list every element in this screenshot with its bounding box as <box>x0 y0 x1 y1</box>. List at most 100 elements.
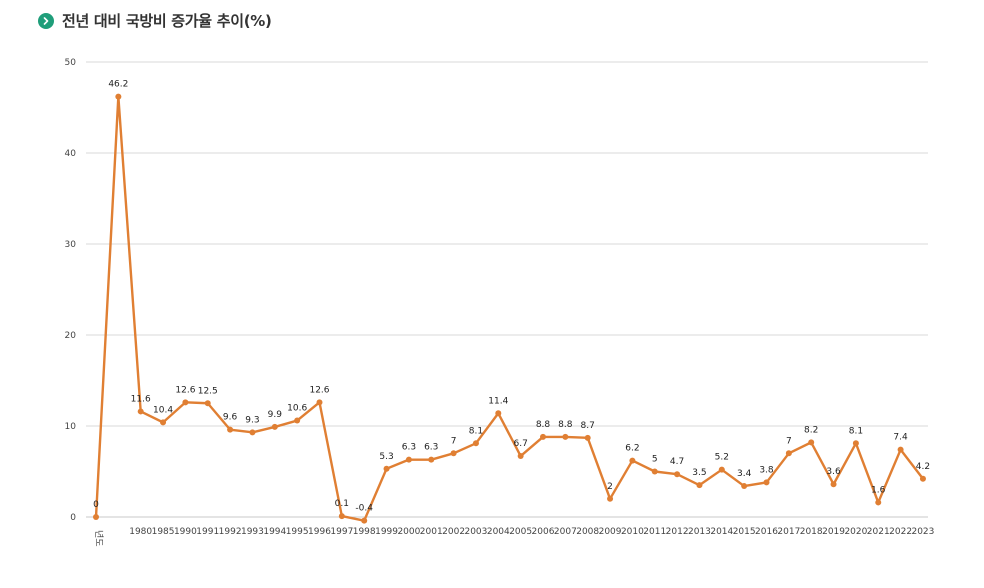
data-point-17 <box>472 440 479 447</box>
data-point-20 <box>540 433 546 440</box>
data-label-16: 7 <box>451 436 457 446</box>
y-tick-label-40: 40 <box>65 149 77 159</box>
x-tick-label-14: 2000 <box>397 527 420 537</box>
data-point-2 <box>137 408 144 415</box>
data-point-4 <box>182 399 189 406</box>
data-point-8 <box>271 423 278 430</box>
data-point-9 <box>294 417 301 424</box>
data-point-32 <box>808 439 815 446</box>
x-tick-label-21: 2007 <box>554 527 577 537</box>
data-label-0: 0 <box>93 500 99 510</box>
data-point-18 <box>495 410 502 417</box>
data-label-22: 8.7 <box>581 421 595 431</box>
data-point-30 <box>763 479 770 486</box>
data-label-10: 12.6 <box>309 385 329 395</box>
series-line <box>94 95 924 522</box>
x-tick-label-7: 1993 <box>241 527 264 537</box>
x-tick-label-4: 1990 <box>174 527 197 537</box>
data-label-31: 7 <box>786 436 792 446</box>
data-point-34 <box>852 440 859 447</box>
data-point-29 <box>741 483 748 490</box>
x-tick-label-19: 2005 <box>509 527 532 537</box>
data-label-33: 3.6 <box>826 467 841 477</box>
data-label-29: 3.4 <box>737 469 752 479</box>
x-tick-label-12: 1998 <box>353 527 376 537</box>
chart-header: 전년 대비 국방비 증가율 추이(%) <box>38 10 272 31</box>
data-label-36: 7.4 <box>893 433 908 443</box>
data-point-7 <box>249 429 256 436</box>
x-tick-label-23: 2009 <box>599 527 622 537</box>
data-label-6: 9.6 <box>223 413 238 423</box>
x-tick-label-31: 2017 <box>777 527 800 537</box>
x-tick-label-8: 1994 <box>263 527 286 537</box>
data-point-12 <box>361 517 368 524</box>
x-tick-label-24: 2010 <box>621 527 644 537</box>
data-point-37 <box>919 475 926 482</box>
data-label-27: 3.5 <box>692 468 706 478</box>
data-label-37: 4.2 <box>916 462 930 472</box>
data-label-18: 11.4 <box>488 396 508 406</box>
data-point-19 <box>517 453 524 460</box>
data-point-14 <box>405 456 412 463</box>
y-tick-label-30: 30 <box>65 240 77 250</box>
x-tick-label-30: 2016 <box>755 527 778 537</box>
y-tick-label-20: 20 <box>65 331 77 341</box>
x-tick-label-34: 2020 <box>844 527 867 537</box>
x-tick-label-17: 2003 <box>464 527 487 537</box>
data-label-15: 6.3 <box>424 443 438 453</box>
x-tick-label-10: 1996 <box>308 527 331 537</box>
data-label-13: 5.3 <box>379 452 393 462</box>
data-label-21: 8.8 <box>558 420 573 430</box>
data-point-22 <box>584 434 591 441</box>
chevron-right-icon <box>38 12 54 29</box>
data-point-3 <box>160 419 167 426</box>
x-tick-label-33: 2019 <box>822 527 845 537</box>
x-tick-label-22: 2008 <box>576 527 599 537</box>
x-tick-label-11: 1997 <box>330 527 353 537</box>
x-tick-label-28: 2014 <box>710 527 733 537</box>
data-label-12: -0.4 <box>355 504 373 514</box>
data-point-33 <box>830 481 837 488</box>
data-label-23: 2 <box>607 482 613 492</box>
data-point-0 <box>93 514 99 520</box>
x-tick-label-16: 2002 <box>442 527 465 537</box>
y-tick-label-50: 50 <box>65 58 77 68</box>
data-point-23 <box>607 495 614 502</box>
x-tick-label-29: 2015 <box>733 527 756 537</box>
x-tick-label-3: 1985 <box>152 527 175 537</box>
data-point-5 <box>204 400 211 407</box>
x-tick-label-32: 2018 <box>800 527 823 537</box>
data-point-24 <box>629 457 636 464</box>
data-label-2: 11.6 <box>131 394 151 404</box>
data-label-7: 9.3 <box>245 415 259 425</box>
data-point-25 <box>651 468 658 475</box>
data-point-26 <box>674 471 681 478</box>
data-label-34: 8.1 <box>849 426 863 436</box>
data-label-24: 6.2 <box>625 444 639 454</box>
data-label-25: 5 <box>652 455 658 465</box>
x-tick-label-9: 1995 <box>286 527 309 537</box>
y-tick-label-10: 10 <box>65 422 77 432</box>
x-tick-label-37: 2023 <box>911 527 934 537</box>
x-tick-label-36: 2022 <box>889 527 912 537</box>
x-tick-label-13: 1999 <box>375 527 398 537</box>
data-point-21 <box>562 433 569 440</box>
data-label-19: 6.7 <box>513 439 527 449</box>
data-label-30: 3.8 <box>759 465 774 475</box>
data-point-16 <box>450 450 457 457</box>
data-label-35: 1.6 <box>871 485 886 495</box>
chart-title: 전년 대비 국방비 증가율 추이(%) <box>62 12 272 30</box>
y-tick-label-0: 0 <box>70 513 76 523</box>
data-label-28: 5.2 <box>715 453 729 463</box>
data-label-3: 10.4 <box>153 405 173 415</box>
data-label-9: 10.6 <box>287 404 307 414</box>
data-point-28 <box>718 466 725 473</box>
data-point-6 <box>227 426 234 433</box>
data-label-11: 0.1 <box>335 499 349 509</box>
x-tick-label-25: 2011 <box>643 527 666 537</box>
x-tick-label-26: 2012 <box>666 527 689 537</box>
data-label-17: 8.1 <box>469 426 483 436</box>
x-tick-label-27: 2013 <box>688 527 711 537</box>
x-tick-label-35: 2021 <box>867 527 890 537</box>
data-point-36 <box>897 446 904 453</box>
